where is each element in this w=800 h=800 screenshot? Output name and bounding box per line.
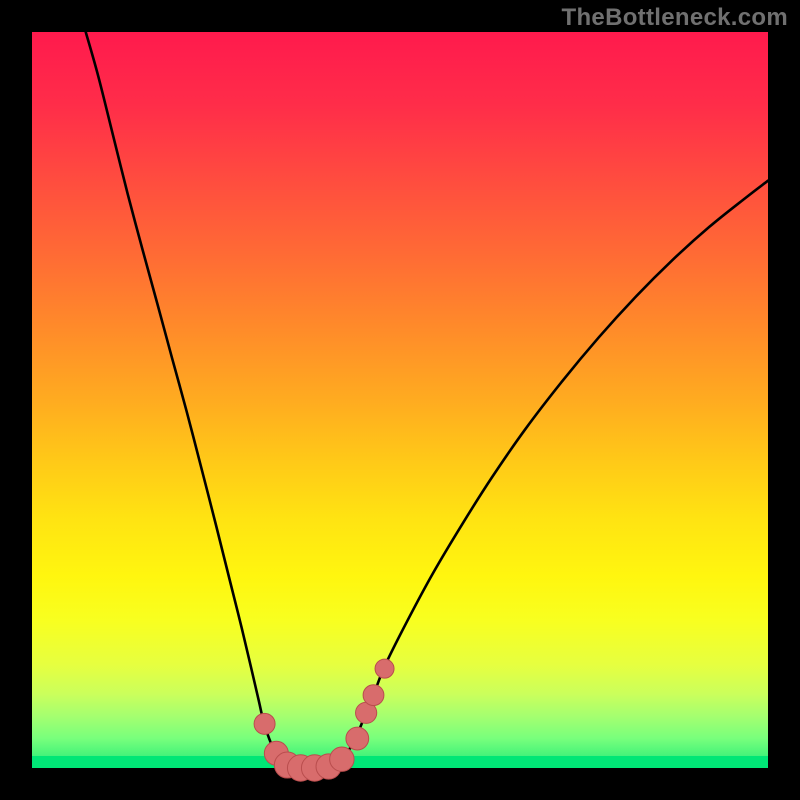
marker-dot xyxy=(363,685,384,706)
marker-dot xyxy=(375,659,394,678)
plot-bottom-band xyxy=(32,756,768,768)
chart-svg xyxy=(0,0,800,800)
watermark-text: TheBottleneck.com xyxy=(562,4,788,32)
plot-background-gradient xyxy=(32,32,768,768)
marker-dot xyxy=(330,747,354,771)
marker-dot xyxy=(254,713,275,734)
chart-container: TheBottleneck.com xyxy=(0,0,800,800)
marker-dot xyxy=(346,727,369,750)
